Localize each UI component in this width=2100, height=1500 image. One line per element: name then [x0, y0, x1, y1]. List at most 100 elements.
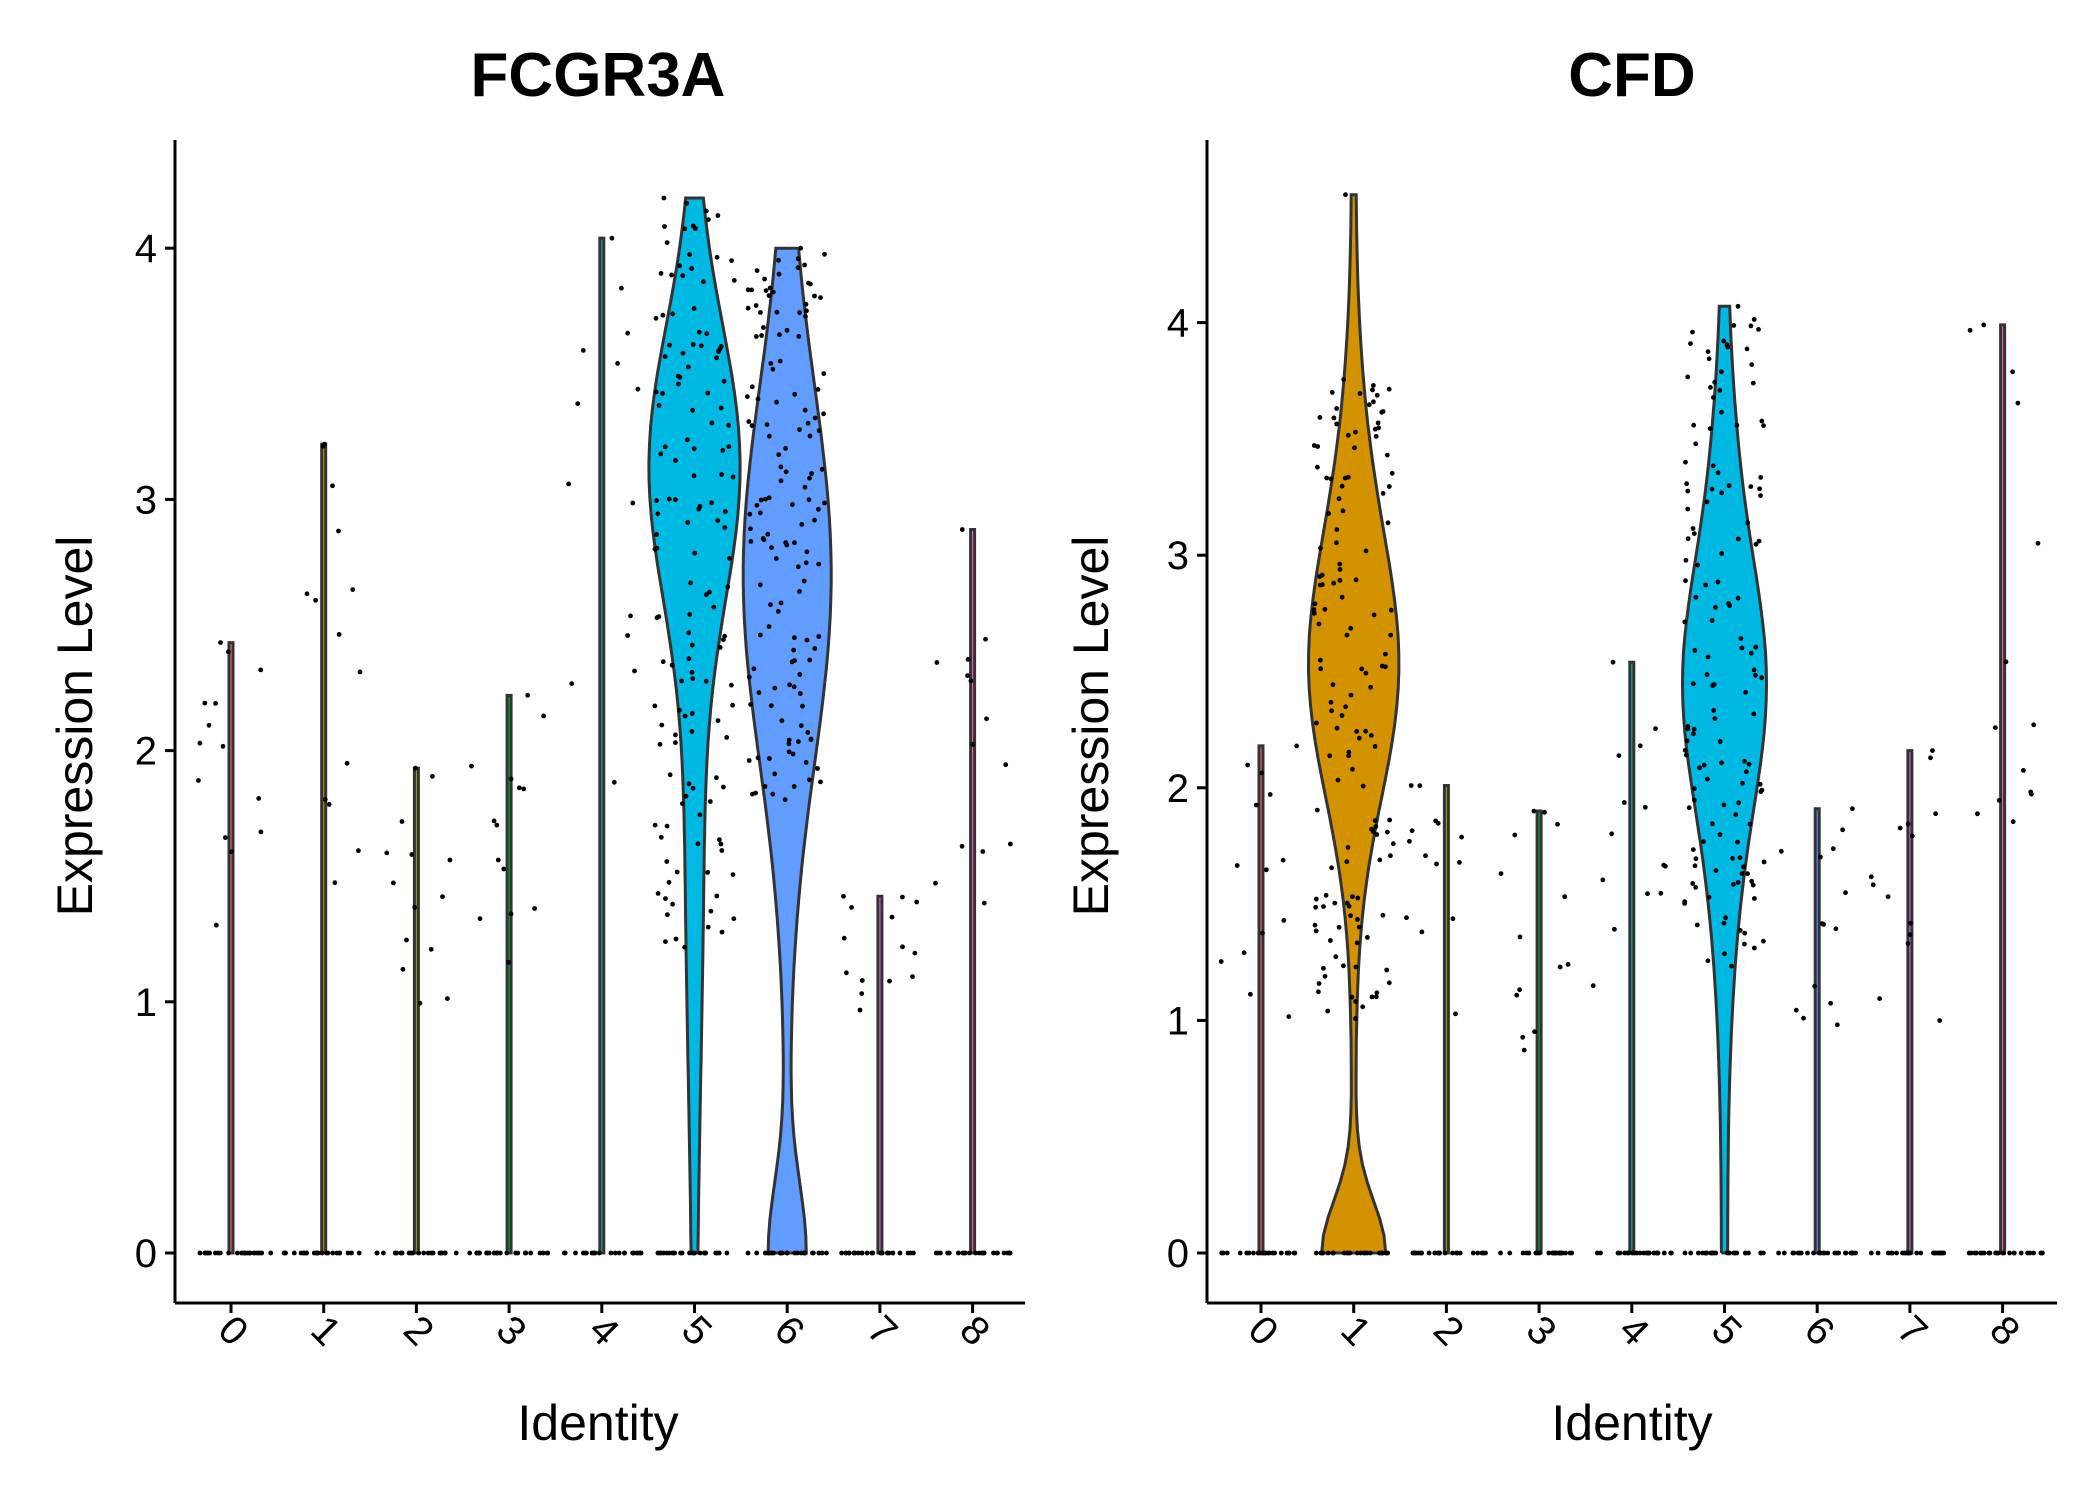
- data-point: [313, 597, 318, 603]
- data-point: [672, 1250, 678, 1256]
- data-point: [1693, 594, 1699, 600]
- data-point: [980, 849, 986, 854]
- data-point: [900, 944, 905, 950]
- violin-cluster-4: [1590, 659, 1674, 1256]
- data-point: [575, 401, 581, 407]
- violin-body: [1680, 304, 1769, 1255]
- data-point: [1435, 820, 1441, 826]
- data-point: [428, 1250, 434, 1256]
- data-point: [1690, 847, 1696, 852]
- data-point: [1758, 493, 1763, 498]
- data-point: [933, 880, 938, 886]
- data-point: [1353, 429, 1358, 435]
- data-point: [1390, 841, 1396, 847]
- data-point: [615, 361, 620, 366]
- data-point: [256, 1250, 261, 1256]
- data-point: [404, 937, 409, 943]
- data-point: [801, 578, 807, 584]
- data-point: [1426, 1250, 1432, 1256]
- data-point: [1709, 486, 1715, 492]
- data-point: [689, 711, 695, 716]
- data-point: [1453, 1011, 1458, 1017]
- data-point: [584, 1250, 589, 1256]
- data-point: [1546, 1250, 1552, 1256]
- data-point: [818, 295, 823, 300]
- violin-body: [1813, 807, 1821, 1255]
- data-point: [1691, 681, 1696, 687]
- data-point: [1368, 684, 1373, 690]
- data-point: [819, 466, 825, 472]
- data-point: [1595, 1250, 1600, 1256]
- data-point: [1932, 1250, 1938, 1256]
- data-point: [1695, 562, 1701, 568]
- data-point: [1386, 484, 1392, 489]
- data-point: [1537, 1250, 1542, 1256]
- data-point: [589, 1250, 595, 1256]
- data-point: [1498, 1250, 1503, 1256]
- data-point: [1996, 798, 2002, 803]
- data-point: [1697, 765, 1702, 771]
- y-axis-label: Expression Level: [1063, 536, 1119, 917]
- data-point: [345, 1250, 351, 1256]
- data-point: [1610, 659, 1616, 665]
- data-point: [1757, 486, 1762, 492]
- data-point: [525, 692, 531, 698]
- data-point: [1658, 890, 1664, 896]
- data-point: [778, 600, 784, 606]
- data-point: [1344, 900, 1350, 906]
- data-point: [247, 1250, 252, 1256]
- data-point: [1746, 761, 1752, 767]
- data-point: [1758, 475, 1764, 480]
- data-point: [630, 500, 636, 506]
- data-point: [522, 1250, 528, 1256]
- data-point: [754, 502, 760, 508]
- data-point: [1625, 1250, 1630, 1256]
- data-point: [660, 659, 666, 665]
- data-point: [1364, 1250, 1370, 1256]
- data-point: [1356, 924, 1362, 930]
- data-point: [1819, 921, 1825, 926]
- data-point: [1218, 959, 1224, 964]
- data-point: [717, 645, 723, 650]
- data-point: [1524, 1250, 1529, 1256]
- data-point: [1941, 1250, 1947, 1256]
- data-point: [864, 1250, 870, 1256]
- data-point: [654, 615, 660, 621]
- data-point: [804, 308, 809, 314]
- data-point: [766, 495, 772, 501]
- data-point: [1374, 990, 1380, 996]
- data-point: [1380, 912, 1386, 918]
- data-point: [1246, 1250, 1252, 1256]
- data-point: [1328, 476, 1334, 482]
- data-point: [1385, 1250, 1391, 1256]
- data-point: [319, 1250, 325, 1256]
- data-point: [675, 373, 681, 379]
- data-point: [1334, 406, 1340, 411]
- data-point: [889, 914, 895, 920]
- data-point: [2011, 1250, 2017, 1256]
- data-point: [1322, 606, 1328, 612]
- data-point: [797, 589, 802, 594]
- data-point: [1270, 1250, 1275, 1256]
- data-point: [573, 1250, 578, 1256]
- data-point: [1905, 941, 1911, 946]
- data-point: [792, 540, 797, 546]
- data-point: [1319, 572, 1325, 578]
- data-point: [779, 718, 785, 724]
- data-point: [1344, 859, 1350, 864]
- data-point: [1688, 1250, 1694, 1256]
- data-point: [1329, 708, 1334, 714]
- data-point: [1978, 1250, 1983, 1256]
- data-point: [1520, 1034, 1526, 1040]
- data-point: [1691, 422, 1697, 428]
- data-point: [1685, 374, 1691, 380]
- data-point: [1711, 395, 1716, 400]
- data-point: [1669, 1250, 1674, 1256]
- data-point: [622, 1250, 627, 1256]
- data-point: [1712, 716, 1718, 721]
- data-point: [1355, 917, 1360, 922]
- data-point: [1325, 1250, 1331, 1256]
- data-point: [690, 342, 696, 347]
- data-point: [1981, 322, 1987, 328]
